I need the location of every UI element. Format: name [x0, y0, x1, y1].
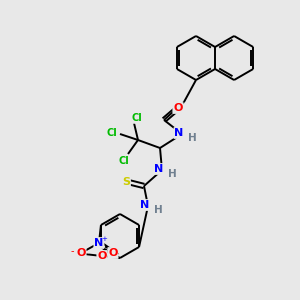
Text: O: O — [76, 248, 86, 258]
Text: methoxy: methoxy — [84, 253, 90, 254]
Text: N: N — [174, 128, 184, 138]
Text: -: - — [70, 246, 74, 256]
Text: N: N — [154, 164, 164, 174]
Text: O: O — [108, 248, 118, 258]
Text: Cl: Cl — [118, 156, 129, 166]
Text: H: H — [154, 205, 162, 215]
Text: N: N — [94, 238, 104, 248]
Text: N: N — [140, 200, 150, 210]
Text: O: O — [173, 103, 183, 113]
Text: Cl: Cl — [106, 128, 117, 138]
Text: O: O — [97, 251, 107, 261]
Text: Cl: Cl — [132, 113, 142, 123]
Text: H: H — [168, 169, 176, 179]
Text: H: H — [188, 133, 196, 143]
Text: +: + — [101, 236, 107, 242]
Text: S: S — [122, 177, 130, 187]
